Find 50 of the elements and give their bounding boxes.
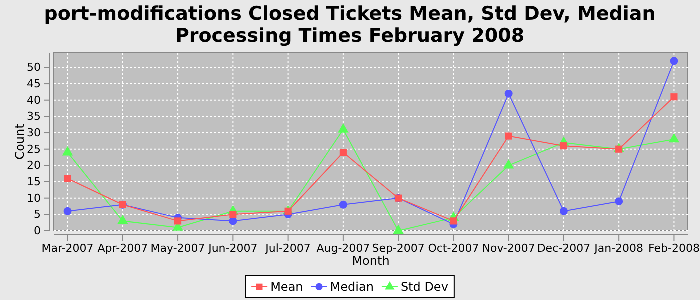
y-tick-label: 20 bbox=[27, 159, 41, 172]
point bbox=[62, 146, 74, 156]
point bbox=[229, 217, 238, 226]
x-tick-label: Oct-2007 bbox=[428, 242, 480, 255]
point bbox=[615, 198, 624, 206]
x-tick-label: Mar-2007 bbox=[42, 242, 94, 255]
point bbox=[503, 159, 514, 169]
point bbox=[174, 218, 182, 225]
x-tick-label: May-2007 bbox=[150, 242, 206, 255]
y-tick-label: 45 bbox=[27, 78, 41, 91]
point bbox=[230, 211, 237, 218]
x-tick-label: Jan-2008 bbox=[594, 242, 644, 255]
y-tick-label: 0 bbox=[34, 224, 41, 238]
point bbox=[670, 57, 678, 66]
point bbox=[339, 200, 348, 209]
x-tick-label: Jul-2007 bbox=[264, 242, 311, 255]
y-tick-label: 5 bbox=[34, 208, 41, 222]
point bbox=[340, 149, 347, 156]
point bbox=[670, 94, 678, 101]
x-tick-label: Apr-2007 bbox=[98, 242, 148, 255]
legend-label: Median bbox=[330, 280, 374, 294]
x-axis-title: Month bbox=[352, 254, 390, 268]
point bbox=[505, 132, 512, 140]
y-tick-label: 40 bbox=[27, 94, 41, 107]
y-tick-label: 35 bbox=[27, 110, 41, 124]
x-tick-label: Sep-2007 bbox=[372, 242, 425, 255]
legend-label: Std Dev bbox=[400, 280, 448, 294]
point bbox=[338, 124, 349, 133]
point bbox=[64, 207, 72, 216]
y-tick-label: 50 bbox=[27, 61, 41, 74]
legend-label: Mean bbox=[270, 280, 304, 294]
point bbox=[393, 224, 404, 234]
x-tick-label: Dec-2007 bbox=[537, 242, 591, 255]
y-tick-label: 25 bbox=[27, 142, 41, 156]
y-tick-label: 10 bbox=[27, 192, 41, 205]
chart-title: port-modifications Closed Tickets Mean, Std Dev, Median Processing Times February 2008 bbox=[44, 3, 656, 47]
point bbox=[64, 175, 72, 182]
y-tick-label: 30 bbox=[27, 126, 41, 140]
x-tick-label: Nov-2007 bbox=[482, 242, 536, 255]
x-tick-label: Jun-2007 bbox=[208, 242, 258, 255]
point bbox=[668, 133, 680, 143]
point bbox=[560, 142, 568, 150]
point bbox=[118, 215, 128, 224]
y-axis-title: Count bbox=[13, 124, 27, 160]
point bbox=[560, 207, 568, 216]
point bbox=[504, 90, 513, 98]
x-tick-label: Aug-2007 bbox=[316, 242, 370, 255]
y-tick-label: 15 bbox=[27, 176, 41, 189]
point bbox=[450, 218, 458, 225]
x-tick-label: Feb-2008 bbox=[648, 242, 700, 255]
